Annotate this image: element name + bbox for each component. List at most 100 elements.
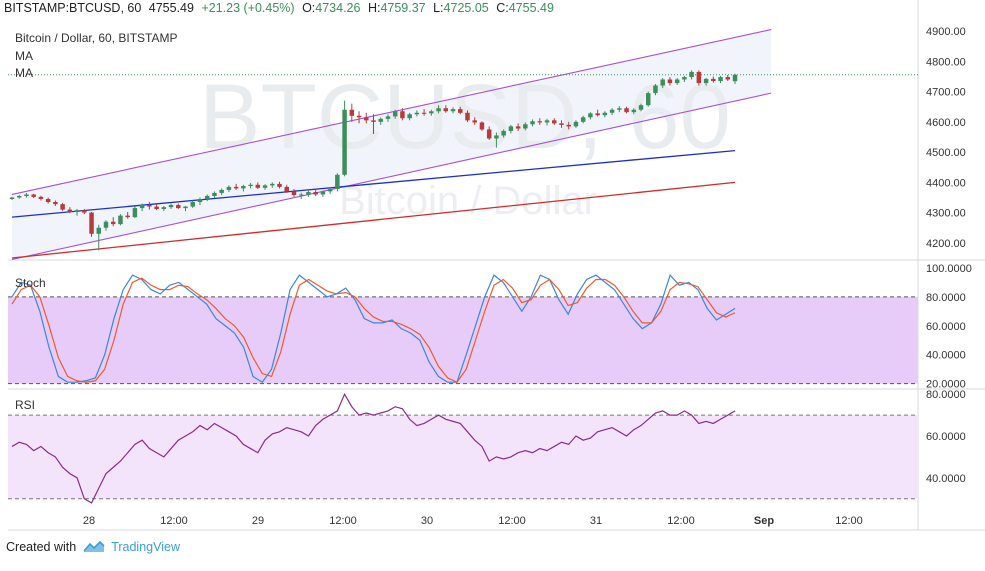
candle-body <box>219 189 224 193</box>
candle-body <box>414 112 420 115</box>
time-tick-label: Sep <box>754 515 774 527</box>
open-label: O: <box>302 1 316 15</box>
candle-body <box>53 202 58 205</box>
candle-body <box>233 186 239 189</box>
candle-body <box>580 117 586 122</box>
price-tick-label: 4400.00 <box>926 177 966 189</box>
price-tick-label: 4700.00 <box>926 87 966 99</box>
channel-line <box>11 92 772 261</box>
candle-body <box>653 85 658 94</box>
candle-body <box>45 199 51 203</box>
symbol-label: BITSTAMP:BTCUSD, 60 <box>4 1 142 15</box>
stoch-tick-label: 100.0000 <box>926 263 972 275</box>
tradingview-logo-icon <box>83 540 105 552</box>
candle-body <box>443 108 449 112</box>
stoch-d-line <box>11 277 736 383</box>
candle-body <box>400 111 405 119</box>
candle-body <box>183 206 188 209</box>
time-tick-label: 30 <box>421 515 433 527</box>
candle-body <box>494 135 499 139</box>
high-label: H: <box>367 1 381 15</box>
rsi-title: RSI <box>15 398 36 412</box>
tradingview-link[interactable]: TradingView <box>82 540 180 554</box>
channel-line <box>11 29 772 195</box>
price-tick-label: 4800.00 <box>926 56 966 68</box>
candle-body <box>660 79 665 86</box>
candle-body <box>132 208 138 218</box>
price-tick-label: 4900.00 <box>926 26 966 38</box>
time-tick-label: 31 <box>590 515 602 527</box>
time-tick-label: 12:00 <box>329 515 357 527</box>
candle-body <box>67 209 73 213</box>
candle-body <box>9 197 15 199</box>
candle-body <box>248 184 253 186</box>
candle-body <box>89 212 94 234</box>
candle-body <box>168 205 174 208</box>
candle-body <box>725 77 731 80</box>
stoch-tick-label: 60.0000 <box>926 321 966 333</box>
candle-body <box>204 195 210 199</box>
candle-body <box>371 120 376 122</box>
candle-body <box>356 115 362 118</box>
candle-body <box>38 196 44 199</box>
stoch-k-line <box>11 273 736 384</box>
candle-body <box>226 186 232 190</box>
candle-body <box>306 192 311 195</box>
candle-body <box>364 117 369 121</box>
candle-body <box>255 184 261 188</box>
candle-body <box>718 77 723 81</box>
open-value: 4734.26 <box>315 1 361 15</box>
time-tick-label: 28 <box>83 515 95 527</box>
candle-body <box>190 202 195 207</box>
candle-body <box>16 195 22 198</box>
created-with-label: Created with <box>6 540 77 554</box>
candle-body <box>573 121 579 127</box>
rsi-tick-label: 60.0000 <box>926 431 966 443</box>
candle-body <box>335 174 340 190</box>
candle-body <box>472 120 477 123</box>
rsi-tick-label: 80.0000 <box>926 389 966 401</box>
candle-body <box>523 124 528 129</box>
rsi-tick-label: 40.0000 <box>926 473 966 485</box>
symbol-header: BITSTAMP:BTCUSD, 60 4755.49 +21.23 (+0.4… <box>4 1 558 15</box>
candle-body <box>703 78 709 84</box>
time-tick-label: 12:00 <box>160 515 188 527</box>
candle-body <box>530 121 535 125</box>
candle-body <box>450 109 456 112</box>
stoch-band <box>8 296 918 384</box>
rsi-line <box>11 392 736 504</box>
candle-body <box>313 192 318 195</box>
candle-body <box>696 71 702 84</box>
candle-body <box>147 205 152 207</box>
candle-body <box>103 221 109 228</box>
candle-body <box>74 210 80 213</box>
candle-body <box>392 111 398 117</box>
low-value: 4725.05 <box>443 1 489 15</box>
candle-body <box>436 108 441 112</box>
candle-body <box>197 199 203 203</box>
candle-body <box>284 186 289 192</box>
price-tick-label: 4500.00 <box>926 147 966 159</box>
candle-body <box>667 79 673 84</box>
candle-body <box>631 109 637 113</box>
rsi-band <box>8 415 918 499</box>
price-tick-label: 4200.00 <box>926 238 966 250</box>
candle-body <box>320 191 326 195</box>
candle-body <box>624 108 629 113</box>
legend-ma-2: MA <box>15 66 33 80</box>
stoch-tick-label: 20.0000 <box>926 379 966 391</box>
candle-body <box>508 126 514 131</box>
candle-body <box>486 129 492 139</box>
candle-body <box>291 191 297 196</box>
legend-ma-1: MA <box>15 49 33 63</box>
candle-body <box>711 78 716 81</box>
price-tick-label: 4300.00 <box>926 208 966 220</box>
candle-body <box>645 93 651 106</box>
candle-body <box>407 114 412 119</box>
time-tick-label: 29 <box>252 515 264 527</box>
price-tick-label: 4600.00 <box>926 117 966 129</box>
candle-body <box>429 111 434 114</box>
candle-body <box>732 74 738 82</box>
candle-body <box>552 120 557 124</box>
candle-body <box>342 109 347 175</box>
